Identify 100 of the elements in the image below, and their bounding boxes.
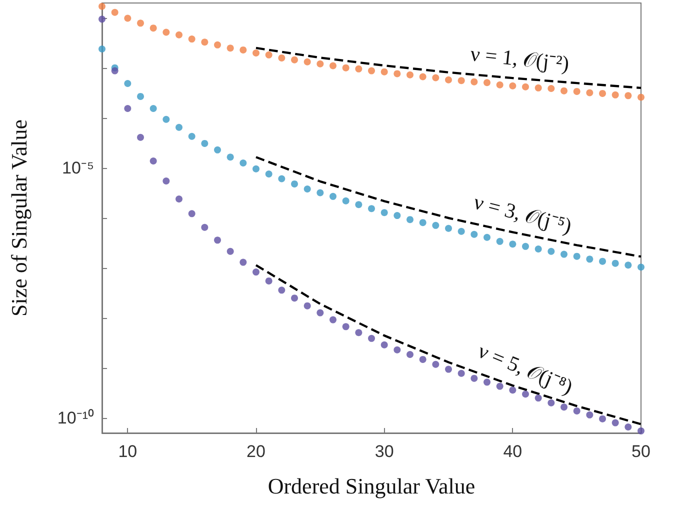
y-tick-label: 10⁻¹⁰ [57,408,94,428]
point [484,79,490,86]
point [176,124,182,131]
point [509,386,516,394]
point [470,78,478,86]
point [548,399,555,406]
point [458,228,465,235]
point [304,302,311,310]
point [445,224,452,232]
point [380,209,388,216]
x-tick-label: 50 [632,442,650,461]
point [291,294,298,302]
point [240,46,247,54]
point [534,84,542,92]
point [368,334,375,342]
point [419,219,426,226]
point [432,74,440,82]
point [240,258,247,266]
line-series [254,264,642,426]
point [278,54,286,62]
point [445,76,452,84]
point [560,404,568,411]
point [316,189,324,196]
point [599,415,606,422]
point [624,92,632,100]
point [252,165,260,172]
point [432,222,440,229]
point [458,77,465,84]
point [445,366,452,373]
point [368,67,375,74]
point [560,87,568,94]
point [342,323,350,330]
point [330,62,336,70]
point [624,423,632,430]
point [612,419,619,426]
x-tick-label: 30 [374,442,394,461]
point [162,177,170,184]
point [496,81,504,88]
point [509,82,516,90]
point [214,146,221,154]
point [355,65,362,72]
point [98,2,106,10]
point [484,234,490,241]
point [612,260,619,267]
point [188,132,196,140]
line-series [254,156,642,258]
point [291,56,298,64]
point [548,84,555,92]
point [573,407,580,414]
point [201,38,208,46]
x-tick-label: 20 [246,442,266,461]
y-tick-label: 10⁻⁵ [62,158,94,178]
point [496,382,504,390]
point [560,250,568,258]
point [355,329,362,336]
point [394,70,401,78]
point [599,90,606,97]
point [291,180,298,188]
point [638,264,644,271]
y-axis-title: Size of Singular Value [6,120,32,316]
point [612,91,619,98]
point [534,245,542,252]
point [304,186,311,193]
point [432,360,440,368]
point [368,205,375,212]
point [624,262,632,269]
point [419,356,426,363]
point [226,154,234,161]
point [150,24,157,32]
point [137,134,144,141]
point [380,68,388,76]
point [240,159,247,166]
point [137,92,144,100]
point [176,195,182,202]
point [599,258,606,265]
point [316,60,324,68]
point [278,175,286,182]
point [278,286,286,294]
point [470,230,478,238]
point [330,192,336,200]
point [150,105,157,112]
point [586,411,594,418]
point [214,41,221,48]
annotation: ν = 1, 𝒪(j⁻²) [469,42,570,76]
point [573,252,580,260]
x-tick-label: 40 [503,442,522,461]
point [124,105,132,112]
point [586,89,594,96]
point [265,170,272,178]
point [522,83,529,90]
point [214,236,221,244]
point [162,116,170,123]
point [458,370,465,377]
point [573,88,580,95]
line-series [254,46,642,90]
point [394,346,401,354]
point [316,309,324,316]
point [226,248,234,255]
point [330,316,336,324]
point [98,16,106,23]
